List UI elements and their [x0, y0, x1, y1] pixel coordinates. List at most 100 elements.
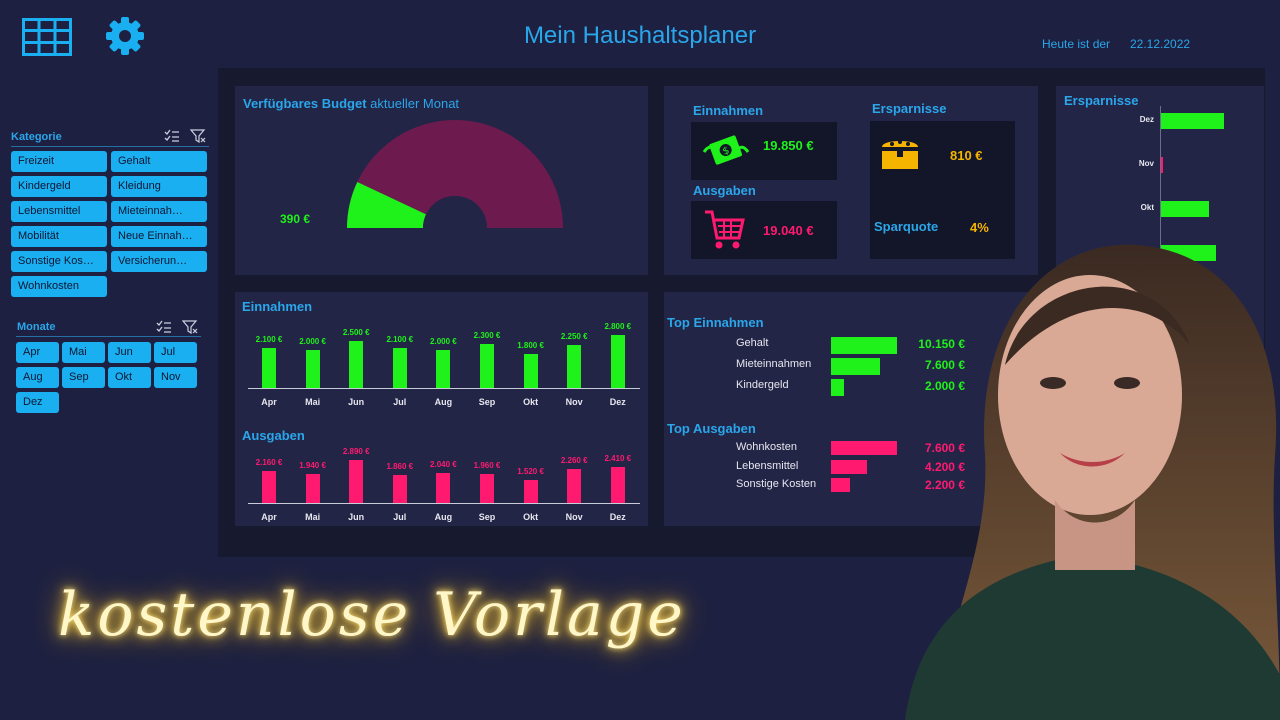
chart-bar	[305, 350, 320, 388]
chart-bar	[523, 353, 538, 388]
data-label: 1.960 €	[473, 460, 501, 470]
x-tick-label: Nov	[565, 397, 583, 407]
data-label: 2.260 €	[560, 456, 588, 466]
category-label: Mieteinnahmen	[736, 358, 812, 370]
money-icon: $	[702, 135, 750, 165]
category-label: Kindergeld	[736, 379, 789, 391]
data-label: 2.100 €	[255, 335, 283, 345]
ausgaben-kpi-title: Ausgaben	[693, 183, 756, 198]
kategorie-option[interactable]: Neue Einnah…	[111, 226, 207, 247]
chart-bar	[392, 475, 407, 503]
x-tick-label: Jun	[348, 512, 365, 522]
chart-bar	[349, 460, 364, 503]
kategorie-option[interactable]: Gehalt	[111, 151, 207, 172]
page-title: Mein Haushaltsplaner	[523, 22, 757, 49]
y-tick-label: Nov	[1138, 159, 1154, 168]
budget-value: 390 €	[280, 212, 311, 226]
data-label: 1.940 €	[299, 461, 326, 471]
kategorie-option[interactable]: Kindergeld	[11, 176, 107, 197]
monat-option[interactable]: Jul	[154, 342, 197, 363]
chart-bar	[831, 337, 897, 354]
monat-option[interactable]: Apr	[16, 342, 59, 363]
data-label: 2.300 €	[473, 331, 501, 341]
kategorie-option[interactable]: Mieteinnah…	[111, 201, 207, 222]
date-value: 22.12.2022	[1130, 37, 1191, 51]
table-grid-icon[interactable]	[22, 18, 72, 56]
chart-bar	[1161, 157, 1163, 173]
clear-filter-icon[interactable]	[190, 129, 206, 143]
budget-title-rest: aktueller Monat	[370, 96, 460, 111]
monat-option[interactable]: Aug	[16, 367, 59, 388]
gauge-used	[347, 182, 427, 228]
x-tick-label: Okt	[523, 397, 539, 407]
x-tick-label: Apr	[261, 512, 277, 522]
x-tick-label: Dez	[609, 512, 626, 522]
kategorie-option[interactable]: Sonstige Kos…	[11, 251, 107, 272]
x-tick-label: Jun	[348, 397, 365, 407]
chart-bar	[262, 470, 276, 503]
chart-bar	[262, 348, 276, 388]
kategorie-option[interactable]: Freizeit	[11, 151, 107, 172]
data-label: 7.600 €	[924, 358, 965, 372]
chart-bar	[610, 334, 625, 388]
x-tick-label: Jul	[393, 512, 407, 522]
ersparnisse-kpi-value: 810 €	[950, 148, 983, 163]
multi-select-icon[interactable]	[156, 320, 172, 334]
monat-option[interactable]: Mai	[62, 342, 105, 363]
data-label: 2.000 €	[430, 337, 457, 347]
x-tick-label: Jul	[393, 397, 407, 407]
data-label: 2.000 €	[299, 337, 326, 347]
monat-option[interactable]: Dez	[16, 392, 59, 413]
banner-text: kostenlose Vorlage	[58, 580, 686, 650]
data-label: 1.520 €	[517, 467, 544, 477]
sparquote-kpi-title: Sparquote	[874, 219, 939, 234]
monat-option[interactable]: Sep	[62, 367, 105, 388]
ausgaben-axis	[248, 503, 640, 504]
category-label: Wohnkosten	[736, 441, 797, 453]
kategorie-option[interactable]: Kleidung	[111, 176, 207, 197]
chart-bar	[305, 474, 320, 503]
chart-bar	[480, 473, 494, 503]
x-tick-label: Mai	[305, 512, 321, 522]
kategorie-option[interactable]: Mobilität	[11, 226, 107, 247]
x-tick-label: Nov	[565, 512, 583, 522]
monat-option[interactable]: Okt	[108, 367, 151, 388]
treasure-chest-icon	[882, 140, 918, 169]
data-label: 2.040 €	[430, 459, 457, 469]
x-tick-label: Dez	[609, 397, 626, 407]
data-label: 2.000 €	[924, 379, 965, 393]
monate-slicer-divider	[16, 336, 201, 337]
chart-bar	[831, 358, 881, 375]
monat-option[interactable]: Nov	[154, 367, 197, 388]
monat-option[interactable]: Jun	[108, 342, 151, 363]
chart-bar	[831, 441, 897, 455]
kategorie-option[interactable]: Wohnkosten	[11, 276, 107, 297]
kategorie-option[interactable]: Versicherun…	[111, 251, 207, 272]
category-label: Sonstige Kosten	[736, 478, 817, 490]
kategorie-option[interactable]: Lebensmittel	[11, 201, 107, 222]
ersparnisse-chart-title: Ersparnisse	[1064, 93, 1139, 108]
x-tick-label: Mai	[305, 397, 321, 407]
x-tick-label: Okt	[523, 512, 539, 522]
einnahmen-chart-title: Einnahmen	[242, 299, 313, 314]
chart-bar	[567, 345, 582, 388]
multi-select-icon[interactable]	[164, 129, 180, 143]
x-tick-label: Aug	[434, 397, 453, 407]
data-label: 2.160 €	[255, 457, 283, 467]
gauge-remaining	[347, 120, 563, 228]
chart-bar	[523, 480, 538, 503]
presenter-photo	[905, 244, 1280, 720]
data-label: 2.200 €	[924, 478, 965, 492]
ersparnisse-axis	[1160, 106, 1161, 336]
data-label: 1.860 €	[386, 462, 414, 472]
budget-title-bold: Verfügbares Budget	[243, 96, 367, 111]
data-label: 7.600 €	[924, 441, 965, 455]
data-label: 2.410 €	[604, 454, 632, 464]
data-label: 2.250 €	[560, 332, 588, 342]
clear-filter-icon[interactable]	[182, 320, 198, 334]
chart-bar	[480, 344, 494, 388]
gear-icon[interactable]	[104, 15, 146, 57]
date-label: Heute ist der	[1042, 37, 1111, 51]
monate-slicer-title: Monate	[17, 321, 56, 333]
x-tick-label: Apr	[261, 397, 277, 407]
